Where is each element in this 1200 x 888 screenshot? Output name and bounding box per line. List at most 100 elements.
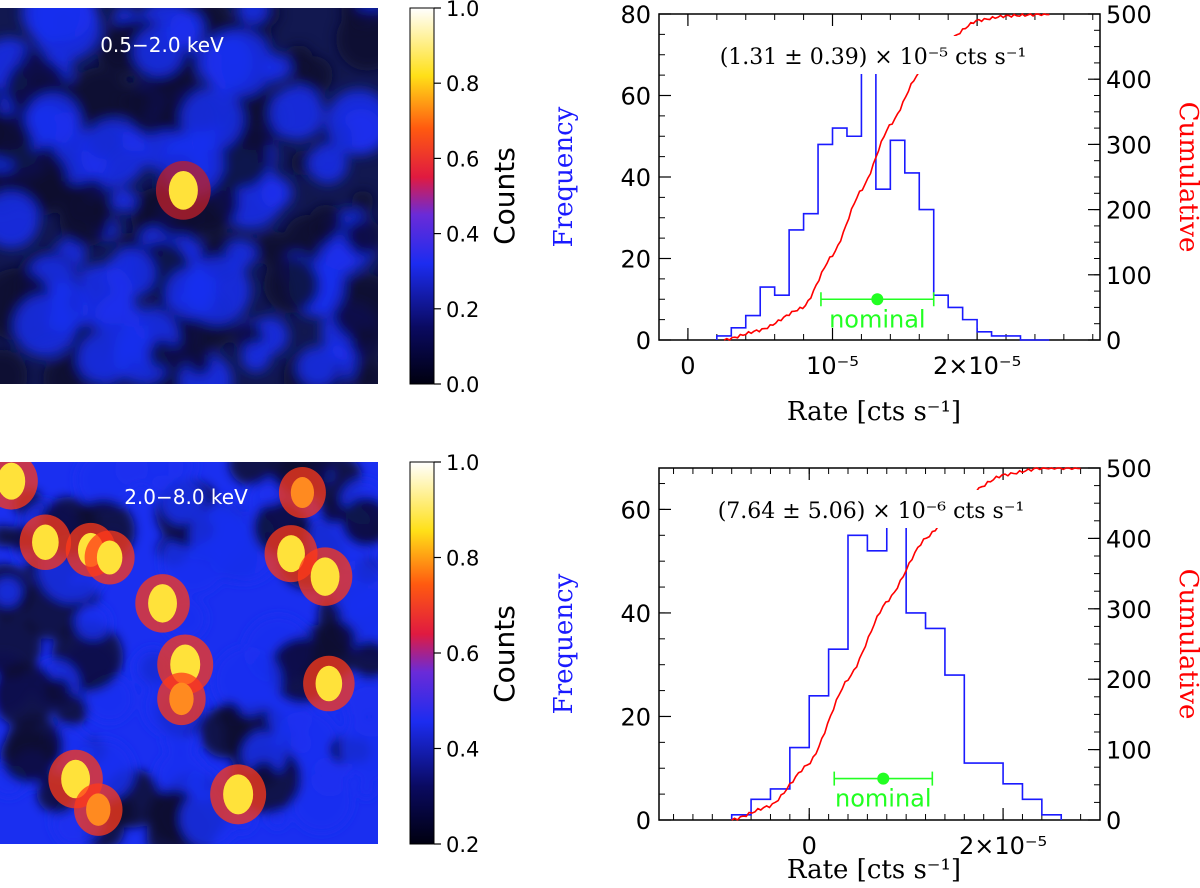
source-blob xyxy=(168,170,198,210)
blue-patch xyxy=(0,191,40,249)
blue-patch xyxy=(258,482,282,506)
rate-annotation: (7.64 ± 5.06) × 10⁻⁶ cts s⁻¹ xyxy=(718,499,1025,524)
dark-patch xyxy=(147,339,177,369)
blue-patch xyxy=(213,646,282,715)
y-right-tick-label: 500 xyxy=(1106,1,1152,29)
blue-patch xyxy=(290,770,353,833)
x-tick-label: 10⁻⁵ xyxy=(806,352,859,380)
colorbar-tick-label: 0.4 xyxy=(446,738,479,762)
blue-patch xyxy=(14,294,77,357)
blue-patch xyxy=(339,713,378,781)
ylabel-frequency: Frequency xyxy=(549,106,579,247)
blue-patch xyxy=(297,346,339,384)
band-label-hard: 2.0−8.0 keV xyxy=(124,485,248,509)
nominal-label: nominal xyxy=(829,305,926,333)
colorbar-tick-label: 0.2 xyxy=(446,833,479,857)
source-blob xyxy=(169,682,194,716)
blue-patch xyxy=(0,578,22,606)
nominal-marker: nominal xyxy=(833,771,934,813)
y-tick-label: 80 xyxy=(620,1,651,29)
colorbar-label-bottom: Counts xyxy=(488,605,521,703)
x-tick-label: 0 xyxy=(680,352,695,380)
colorbar-tick-label: 0.2 xyxy=(446,298,479,322)
blue-patch xyxy=(80,119,148,187)
dark-patch xyxy=(228,462,274,486)
ylabel-cumulative: Cumulative xyxy=(1173,569,1200,720)
y-right-tick-label: 100 xyxy=(1106,737,1152,765)
y-tick-label: 0 xyxy=(636,807,651,835)
soft-band-image xyxy=(0,8,378,384)
colorbar-tick-label: 1.0 xyxy=(446,451,479,475)
dark-patch xyxy=(263,256,320,313)
dark-patch xyxy=(0,112,35,163)
y-right-tick-label: 400 xyxy=(1106,525,1152,553)
dark-patch xyxy=(336,8,378,71)
source-blob xyxy=(310,557,340,596)
colorbar-bottom: 0.2 0.4 0.6 0.8 1.0 Counts xyxy=(409,451,521,857)
frequency-histogram xyxy=(730,518,1063,820)
y-right-tick-label: 200 xyxy=(1106,666,1152,694)
dark-patch xyxy=(351,640,378,680)
blue-patch xyxy=(160,479,206,524)
blue-patch xyxy=(167,462,197,480)
y-tick-label: 60 xyxy=(620,496,651,524)
blue-patch xyxy=(260,177,293,210)
blue-patch xyxy=(242,731,287,777)
source-blob xyxy=(0,462,26,500)
dark-patch xyxy=(59,194,112,247)
y-tick-label: 60 xyxy=(620,83,651,111)
dark-patch xyxy=(0,349,28,384)
cumulative-curve xyxy=(731,467,1081,821)
blue-patch xyxy=(183,257,252,325)
nominal-point xyxy=(871,293,884,306)
colorbar-tick-label: 1.0 xyxy=(446,0,479,21)
blue-patch xyxy=(75,604,111,640)
dark-patch xyxy=(351,190,374,213)
y-right-tick-label: 100 xyxy=(1106,262,1152,290)
colorbar-tick-label: 0.8 xyxy=(446,72,479,96)
y-right-tick-label: 300 xyxy=(1106,131,1152,159)
ylabel-frequency: Frequency xyxy=(549,573,579,714)
y-right-tick-label: 400 xyxy=(1106,66,1152,94)
source-blob xyxy=(86,793,111,826)
y-tick-label: 40 xyxy=(620,600,651,628)
dark-patch xyxy=(294,56,333,95)
dark-patch xyxy=(350,327,378,360)
blue-patch xyxy=(269,85,325,141)
blue-patch xyxy=(205,29,273,97)
dark-patch xyxy=(0,662,58,728)
dark-patch xyxy=(224,88,286,150)
xlabel: Rate [cts s⁻¹] xyxy=(787,397,961,427)
blue-patch xyxy=(111,187,136,212)
y-right-tick-label: 200 xyxy=(1106,197,1152,225)
dark-patch xyxy=(320,498,346,525)
source-blob xyxy=(61,759,91,799)
blue-patch xyxy=(289,732,312,754)
y-tick-label: 40 xyxy=(620,164,651,192)
blue-patch xyxy=(263,54,291,82)
dark-patch xyxy=(352,360,378,384)
blue-patch xyxy=(21,8,80,43)
colorbar-top: 0.0 0.2 0.4 0.6 0.8 1.0 Counts xyxy=(409,0,521,397)
blue-patch xyxy=(356,778,377,799)
blue-patch xyxy=(26,92,80,147)
source-blob xyxy=(315,665,343,702)
band-label-soft: 0.5−2.0 keV xyxy=(100,33,224,57)
source-blob xyxy=(290,477,315,509)
nominal-point xyxy=(877,772,890,785)
dark-patch xyxy=(216,701,243,728)
nominal-label: nominal xyxy=(835,785,932,813)
dark-patch xyxy=(9,148,69,209)
x-tick-label: 2×10⁻⁵ xyxy=(959,832,1047,860)
source-blob xyxy=(223,774,254,815)
hard-rate-histogram: 0 2×10⁻⁵ 0 20 40 60 0 100 200 300 400 500 nominal (… xyxy=(549,455,1200,885)
dark-patch xyxy=(254,231,288,266)
blue-patch xyxy=(307,143,348,184)
colorbar-tick-label: 0.4 xyxy=(446,223,479,247)
dark-patch xyxy=(70,67,130,127)
dark-patch xyxy=(54,693,89,727)
source-blob xyxy=(32,524,59,560)
blue-patch xyxy=(237,8,269,25)
y-right-tick-label: 300 xyxy=(1106,596,1152,624)
